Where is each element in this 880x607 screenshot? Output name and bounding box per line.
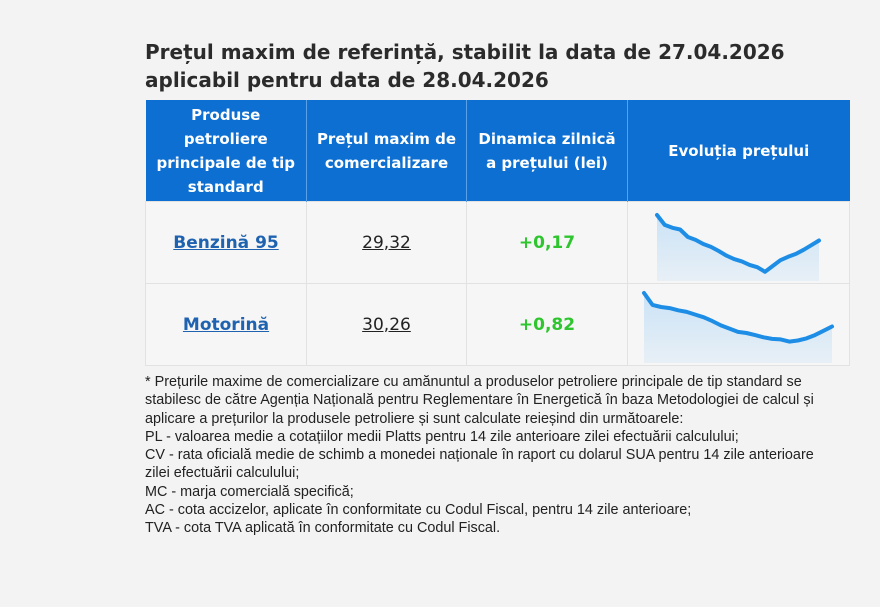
footnote-pl: PL - valoarea medie a cotațiilor medii P… — [145, 428, 739, 445]
evolution-cell — [627, 283, 850, 366]
max-price-value: 29,32 — [362, 232, 411, 253]
price-cell: 29,32 — [306, 201, 467, 284]
footnote-tva: TVA - cota TVA aplicată în conformitate … — [145, 520, 501, 537]
sparkline-line — [654, 212, 821, 274]
product-link-motorina[interactable]: Motorină — [182, 314, 270, 335]
daily-change-value: +0,17 — [518, 232, 576, 253]
title-line-2: aplicabil pentru data de 28.04.2026 — [145, 68, 549, 92]
column-header-max-price: Prețul maxim de comercializare — [306, 100, 467, 202]
price-panel: Prețul maxim de referință, stabilit la d… — [145, 38, 850, 538]
title-line-1: Prețul maxim de referință, stabilit la d… — [145, 40, 785, 64]
product-link-benzina-95[interactable]: Benzină 95 — [173, 232, 279, 253]
column-header-daily-change: Dinamica zilnică a prețului (lei) — [466, 100, 628, 202]
table-row: Motorină 30,26 +0,82 — [145, 283, 850, 366]
sparkline-area — [656, 214, 819, 281]
prices-table: Produse petroliere principale de tip sta… — [145, 100, 850, 366]
change-cell: +0,17 — [466, 201, 628, 284]
product-cell: Benzină 95 — [145, 201, 307, 284]
footnote-cv: CV - rata oficială medie de schimb a mon… — [145, 447, 814, 482]
table-header-row: Produse petroliere principale de tip sta… — [145, 100, 850, 202]
daily-change-value: +0,82 — [518, 314, 576, 335]
sparkline-area — [643, 292, 832, 363]
column-header-price-evolution: Evoluția prețului — [627, 100, 850, 202]
footnotes: * Prețurile maxime de comercializare cu … — [145, 373, 849, 538]
sparkline-benzina-95 — [654, 212, 821, 281]
page-title: Prețul maxim de referință, stabilit la d… — [145, 38, 849, 94]
footnote-intro: * Prețurile maxime de comercializare cu … — [145, 374, 814, 427]
change-cell: +0,82 — [466, 283, 628, 366]
max-price-value: 30,26 — [362, 314, 411, 335]
product-cell: Motorină — [145, 283, 307, 366]
footnote-ac: AC - cota accizelor, aplicate în conform… — [145, 502, 692, 519]
column-header-product: Produse petroliere principale de tip sta… — [145, 100, 307, 202]
price-cell: 30,26 — [306, 283, 467, 366]
table-row: Benzină 95 29,32 +0,17 — [145, 201, 850, 284]
sparkline-motorina — [641, 290, 834, 363]
footnote-mc: MC - marja comercială specifică; — [145, 483, 354, 500]
evolution-cell — [627, 201, 850, 284]
sparkline-line — [641, 290, 834, 344]
